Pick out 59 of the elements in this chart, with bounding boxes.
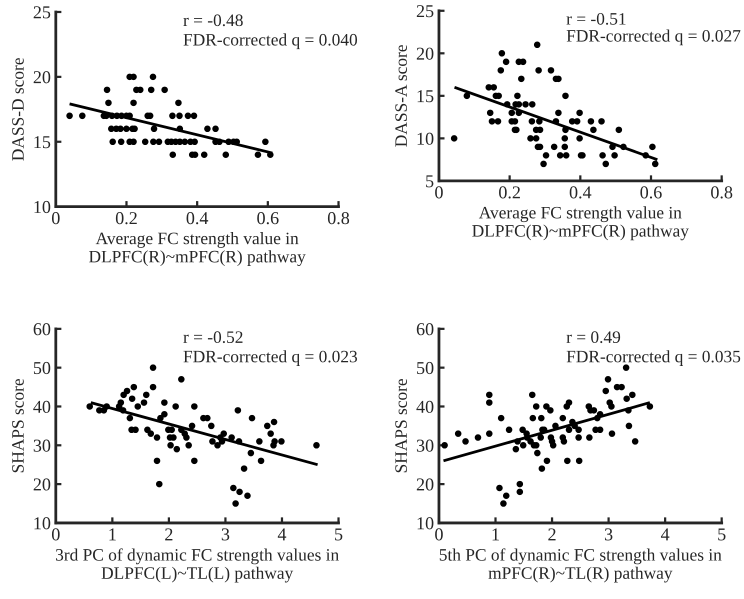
x-tick-label: 1 [492,528,499,540]
y-tick-label: 20 [416,48,434,60]
x-tick-label: 3 [604,528,612,540]
annotation: r = -0.51 [566,12,626,25]
annotation: FDR-corrected q = 0.027 [566,29,740,46]
x-tick-label: 0.8 [711,186,732,199]
y-axis-title: DASS-D score [12,58,24,161]
annotation: r = -0.52 [183,331,242,344]
x-tick-label: 0.4 [186,212,208,224]
y-tick-label: 60 [416,323,434,336]
x-tick-label: 0 [52,212,60,224]
y-tick-label: 15 [418,90,434,102]
x-tick-label: 5 [718,528,726,540]
annotation: FDR-corrected q = 0.023 [184,350,358,366]
x-axis-title: Average FC strength value in DLPFC(R)~mPFC(R) pathway [472,206,689,240]
y-tick-label: 30 [416,440,434,452]
y-tick-label: 30 [34,440,50,452]
y-tick-label: 40 [416,400,434,413]
x-tick-label: 0.2 [499,186,520,199]
annotation: r = -0.48 [183,14,243,26]
x-tick-label: 0 [435,186,443,198]
y-tick-label: 20 [34,71,50,84]
y-tick-label: 5 [426,175,434,188]
x-tick-label: 0.8 [328,212,350,224]
y-tick-label: 10 [34,517,50,530]
y-axis-title: DASS-A score [395,45,407,147]
y-tick-label: 25 [416,5,434,18]
y-tick-label: 50 [417,362,434,374]
y-tick-label: 10 [418,517,434,530]
y-tick-label: 40 [33,400,50,413]
x-axis-title: Average FC strength value in DLPFC(R)~mPFC(R) pathway [89,232,306,266]
y-tick-label: 25 [34,6,50,18]
y-tick-label: 20 [34,478,50,491]
x-axis-title: 3rd PC of dynamic FC strength values in DLPFC(L)~TL(L) pathway [56,548,339,582]
y-tick-label: 50 [34,362,50,374]
x-tick-label: 0 [52,528,60,540]
y-tick-label: 15 [34,136,50,148]
x-tick-label: 2 [548,528,556,540]
x-tick-label: 0.6 [257,212,279,224]
x-tick-label: 3 [222,528,230,540]
y-tick-label: 10 [418,132,434,145]
y-axis-title: SHAPS score [395,378,407,472]
x-tick-label: 4 [278,528,286,540]
annotation: FDR-corrected q = 0.035 [566,350,740,366]
x-tick-label: 2 [165,528,172,540]
x-tick-label: 1 [109,528,116,540]
y-tick-label: 10 [34,200,50,214]
x-tick-label: 4 [660,528,670,540]
y-axis-title: SHAPS score [12,378,24,472]
y-tick-label: 60 [34,323,50,336]
y-tick-label: 20 [416,478,434,491]
x-tick-label: 0.4 [570,186,592,199]
x-tick-label: 0 [435,528,443,540]
x-tick-label: 0.6 [640,186,662,199]
x-tick-label: 5 [335,528,342,540]
annotation: r = 0.49 [566,331,620,344]
x-axis-title: 5th PC of dynamic FC strength values in mPFC(R)~TL(R) pathway [440,548,722,582]
annotation: FDR-corrected q = 0.040 [184,33,358,50]
x-tick-label: 0.2 [116,212,137,224]
